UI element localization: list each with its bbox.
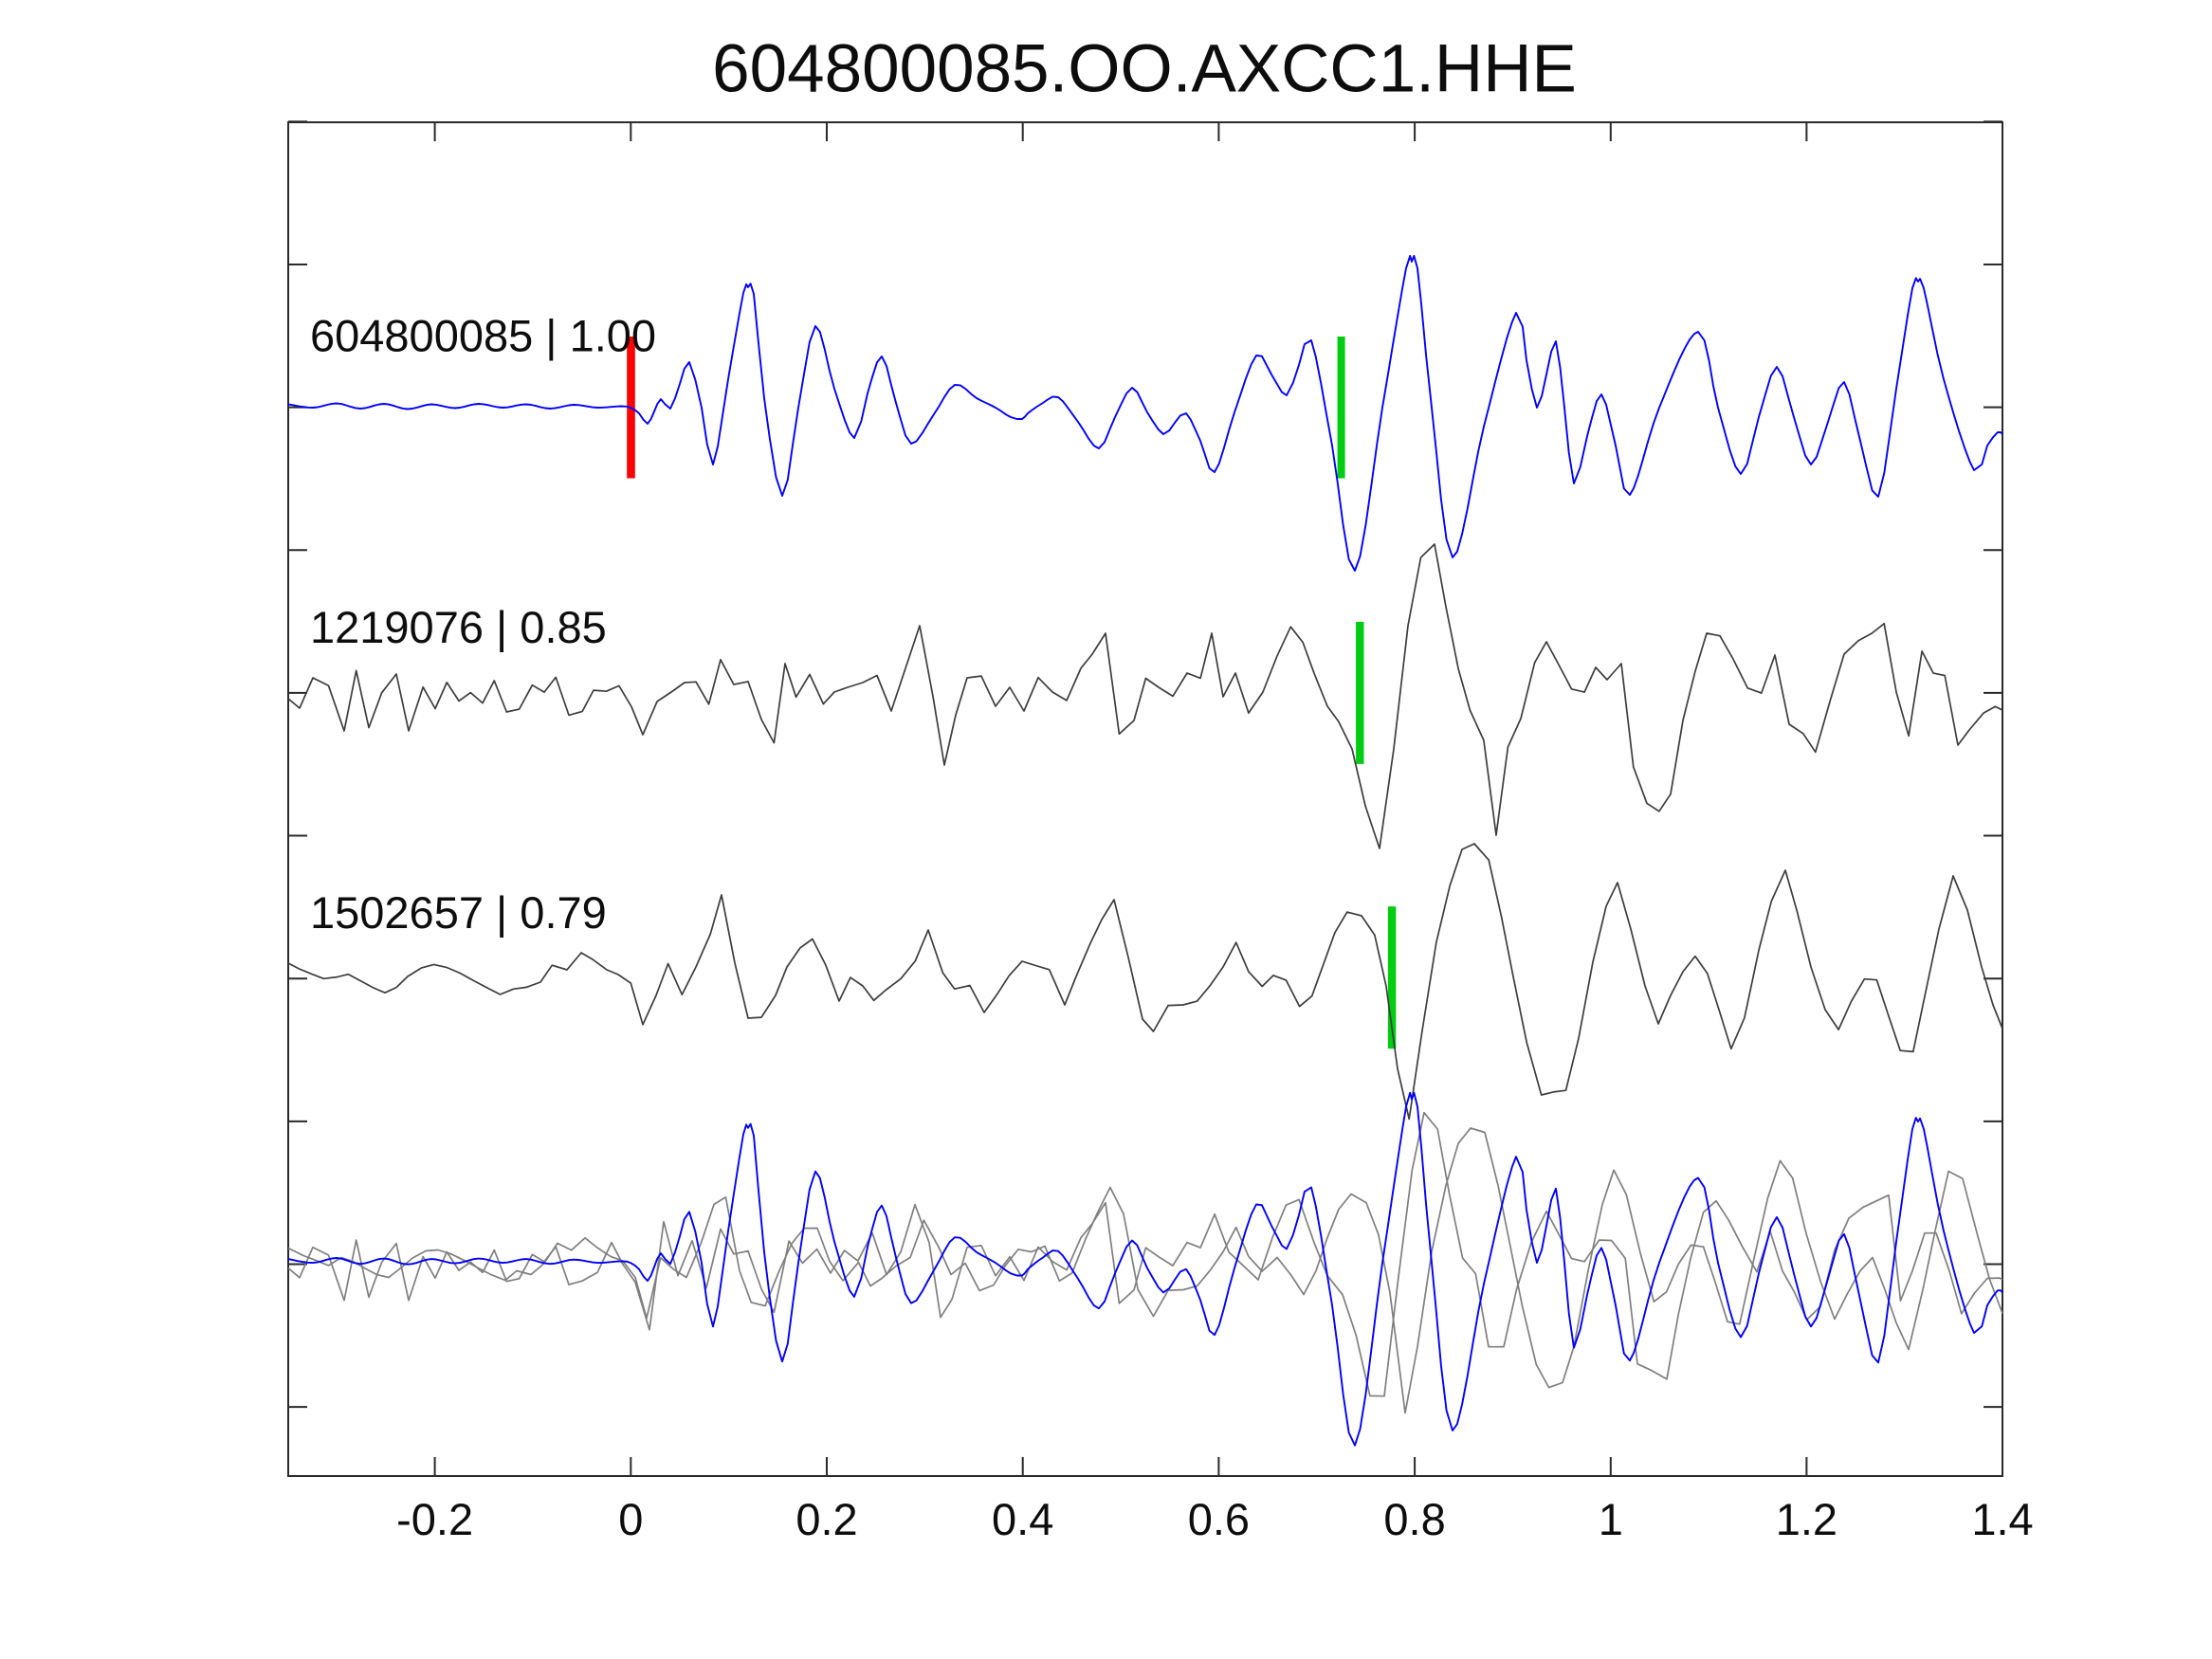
- svg-text:-0.2: -0.2: [396, 1494, 473, 1544]
- svg-text:1219076 | 0.85: 1219076 | 0.85: [310, 602, 607, 652]
- svg-text:1.2: 1.2: [1776, 1494, 1837, 1544]
- svg-text:0.4: 0.4: [992, 1494, 1053, 1544]
- svg-text:0.2: 0.2: [795, 1494, 857, 1544]
- svg-text:1.4: 1.4: [1971, 1494, 2033, 1544]
- svg-text:604800085.OO.AXCC1.HHE: 604800085.OO.AXCC1.HHE: [712, 32, 1577, 107]
- svg-text:0: 0: [618, 1494, 643, 1544]
- svg-text:1: 1: [1599, 1494, 1623, 1544]
- svg-text:0.8: 0.8: [1383, 1494, 1445, 1544]
- svg-text:0.6: 0.6: [1188, 1494, 1250, 1544]
- svg-text:604800085 | 1.00: 604800085 | 1.00: [310, 311, 656, 361]
- svg-text:1502657 | 0.79: 1502657 | 0.79: [310, 887, 607, 938]
